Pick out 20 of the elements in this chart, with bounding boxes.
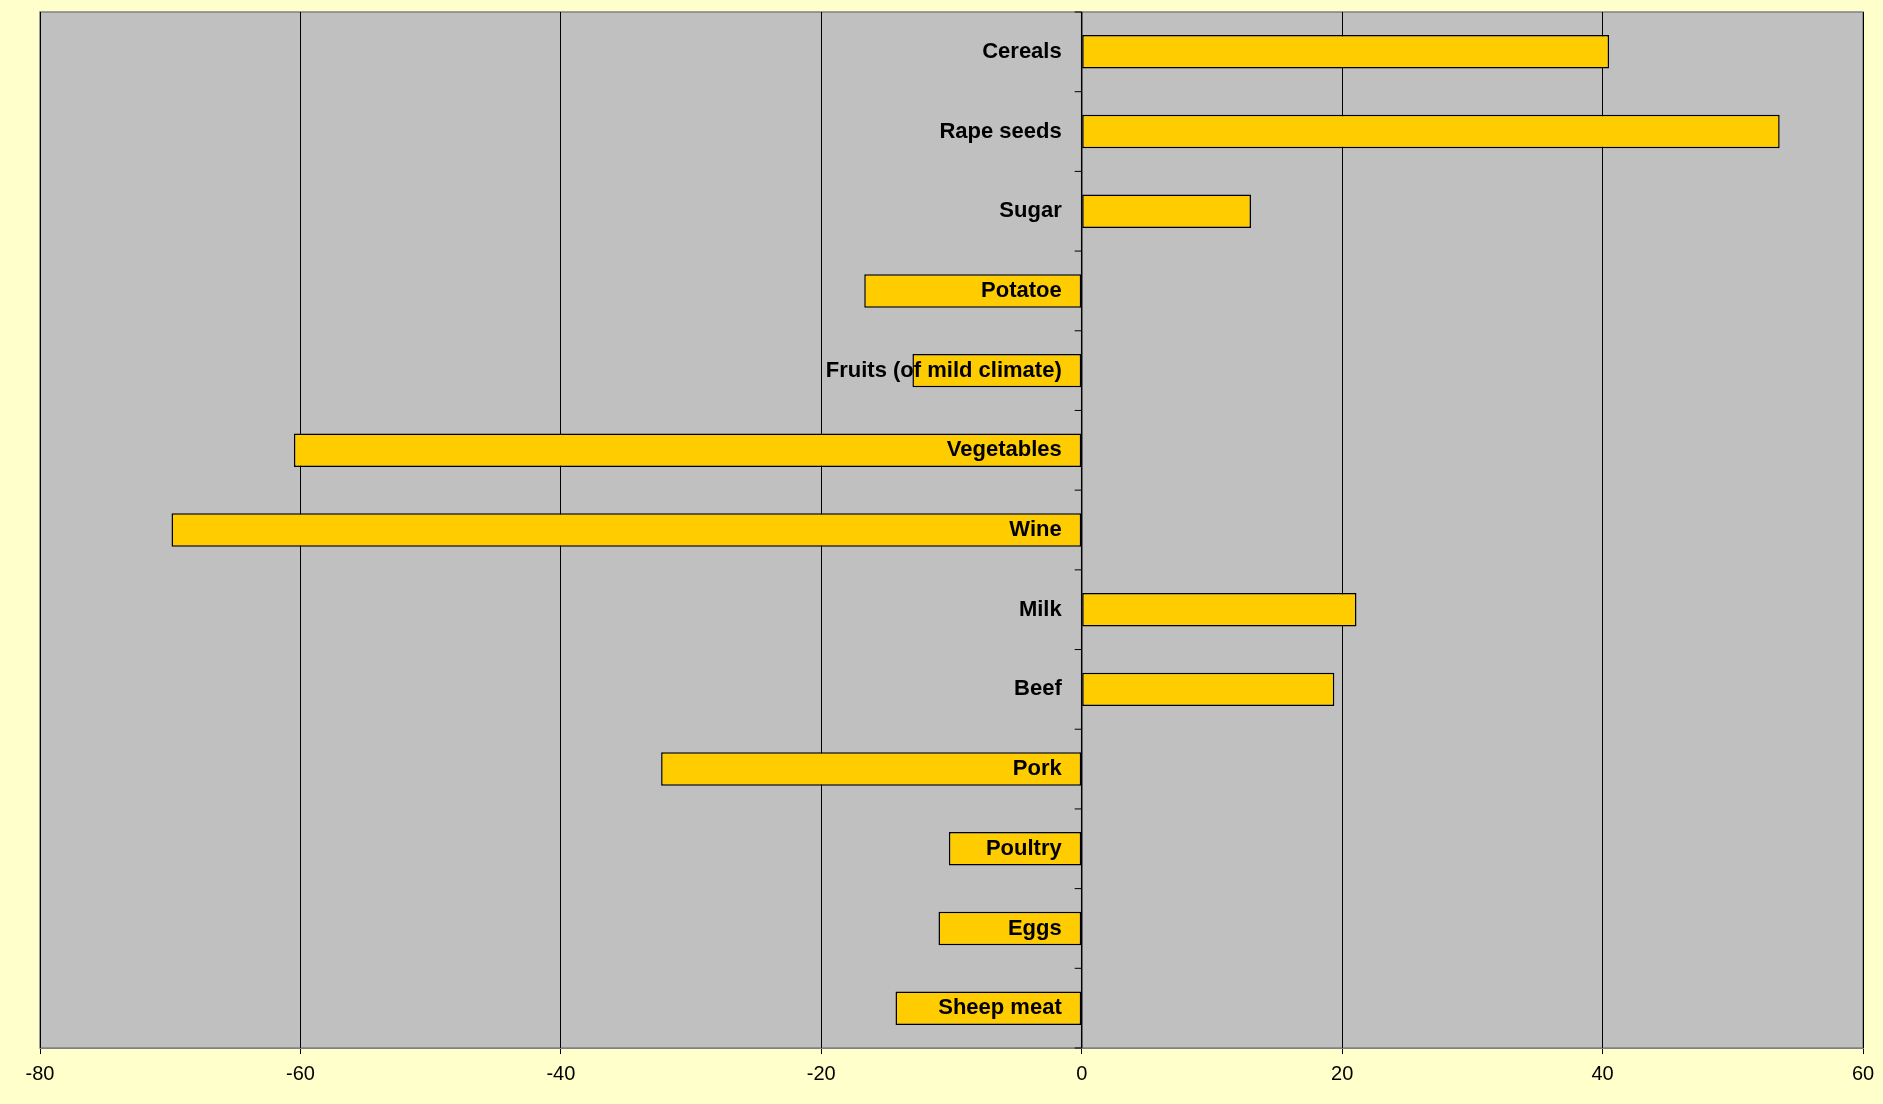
- y-tick-label: Beef: [1014, 675, 1063, 701]
- y-tick-label: Cereals: [982, 37, 1062, 63]
- y-tick-label: Milk: [1018, 595, 1063, 621]
- y-tick-label: Poultry: [985, 834, 1063, 860]
- y-tick-label: Sugar: [999, 197, 1063, 223]
- x-tick-label: -40: [546, 1061, 576, 1084]
- x-tick-label: -20: [806, 1061, 836, 1084]
- y-tick-label: Pork: [1012, 755, 1063, 781]
- y-tick-label: Sheep meat: [938, 994, 1063, 1020]
- y-tick-label: Potatoe: [981, 276, 1062, 302]
- x-tick-label: 40: [1591, 1061, 1614, 1084]
- y-tick-label: Wine: [1009, 516, 1062, 542]
- y-tick-label: Eggs: [1007, 914, 1062, 940]
- y-tick-label: Rape seeds: [939, 117, 1062, 143]
- x-tick-label: 0: [1076, 1061, 1088, 1084]
- x-tick-label: 20: [1331, 1061, 1354, 1084]
- x-tick-label: -60: [285, 1061, 315, 1084]
- y-tick-label: Vegetables: [946, 436, 1062, 462]
- x-tick-label: -80: [25, 1061, 55, 1084]
- x-tick-label: 60: [1851, 1061, 1875, 1084]
